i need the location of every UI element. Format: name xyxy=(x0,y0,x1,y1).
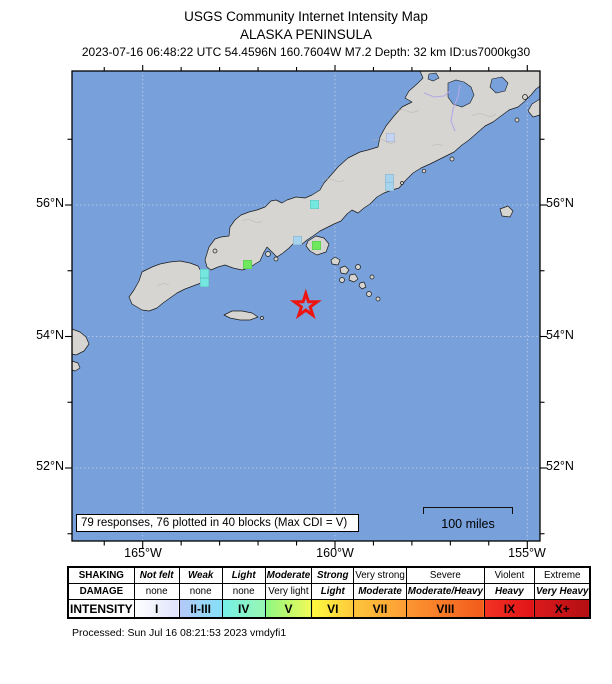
cdi-block xyxy=(292,235,302,245)
legend-intensity-cell-1: II-III xyxy=(178,599,223,619)
lat-label-56n-left: 56°N xyxy=(36,196,64,210)
legend-shaking-cell-5: Very strong xyxy=(353,566,407,584)
cdi-block xyxy=(309,199,319,209)
cdi-block xyxy=(385,132,395,142)
scale-bar-label: 100 miles xyxy=(441,517,495,531)
legend-intensity-cell-5: VII xyxy=(353,599,407,619)
terrain-texture xyxy=(156,109,497,287)
legend-intensity-cell-7: IX xyxy=(483,599,535,619)
legend-damage-cell-3: Very light xyxy=(264,583,313,600)
legend-damage-cell-7: Heavy xyxy=(483,583,535,600)
legend-damage-cell-4: Light xyxy=(311,583,355,600)
landmass-group xyxy=(71,70,541,372)
lat-label-52n-left: 52°N xyxy=(36,459,64,473)
legend-intensity-cell-3: V xyxy=(264,599,313,619)
map-frame xyxy=(71,70,541,542)
legend-intensity-cell-4: VI xyxy=(311,599,355,619)
legend-intensity-cell-2: IV xyxy=(221,599,266,619)
lat-label-54n-right: 54°N xyxy=(546,327,574,342)
processed-timestamp: Processed: Sun Jul 16 08:21:53 2023 vmdy… xyxy=(72,627,287,639)
legend-damage-cell-2: none xyxy=(221,583,266,600)
lon-label-155w: 155°W xyxy=(508,546,546,560)
axis-ticks xyxy=(65,65,547,549)
legend-damage-cell-1: none xyxy=(178,583,223,600)
lon-label-165w: 165°W xyxy=(124,546,162,560)
responses-status-box: 79 responses, 76 plotted in 40 blocks (M… xyxy=(76,514,359,532)
intensity-legend-table: SHAKING Not felt Weak Light Moderate Strong V… xyxy=(67,566,592,619)
legend-damage-cell-6: Moderate/Heavy xyxy=(405,583,485,600)
legend-shaking-cell-4: Strong xyxy=(311,566,355,584)
legend-row-label-intensity: INTENSITY xyxy=(67,599,135,619)
legend-row-intensity: INTENSITY I II-III IV V VI VII VIII IX X+ xyxy=(67,599,591,619)
lon-label-160w: 160°W xyxy=(316,546,354,560)
cdi-block xyxy=(384,173,394,183)
region-title: ALASKA PENINSULA xyxy=(239,27,373,42)
legend-row-damage: DAMAGE none none none Very light Light Modera… xyxy=(67,583,591,600)
legend-shaking-cell-0: Not felt xyxy=(133,566,180,584)
page-title: USGS Community Internet Intensity Map xyxy=(184,9,428,24)
cdi-block xyxy=(311,240,321,250)
cdi-block xyxy=(242,259,252,269)
legend-row-label-damage: DAMAGE xyxy=(67,583,135,600)
map-svg xyxy=(65,65,547,549)
legend-intensity-cell-6: VIII xyxy=(405,599,485,619)
left-edge-island-a xyxy=(71,328,90,356)
legend-damage-cell-8: Very Heavy xyxy=(533,583,591,600)
legend-damage-cell-5: Moderate xyxy=(353,583,407,600)
legend-damage-cell-0: none xyxy=(133,583,180,600)
legend-shaking-cell-3: Moderate xyxy=(264,566,313,584)
legend-intensity-cell-0: I xyxy=(133,599,180,619)
alaska-peninsula-land xyxy=(204,70,541,271)
epicenter-star-icon xyxy=(289,288,322,320)
scale-bar xyxy=(423,507,513,514)
legend-shaking-cell-1: Weak xyxy=(178,566,223,584)
lakes xyxy=(427,72,509,108)
cdi-block xyxy=(199,268,209,278)
legend-intensity-cell-8: X+ xyxy=(533,599,591,619)
legend-shaking-cell-6: Severe xyxy=(405,566,485,584)
cdi-block xyxy=(384,181,394,191)
event-info-line: 2023-07-16 06:48:22 UTC 54.4596N 160.760… xyxy=(81,45,531,59)
sanak-islands xyxy=(223,310,259,321)
intensity-map-canvas: 79 responses, 76 plotted in 40 blocks (M… xyxy=(65,65,547,549)
lat-label-52n-right: 52°N xyxy=(546,459,574,473)
legend-row-shaking: SHAKING Not felt Weak Light Moderate Strong V… xyxy=(67,566,591,584)
unimak-island xyxy=(128,260,204,312)
lat-label-56n-right: 56°N xyxy=(546,196,574,210)
semidi-island xyxy=(499,205,514,218)
legend-shaking-cell-7: Violent xyxy=(483,566,535,584)
legend-shaking-cell-8: Extreme xyxy=(533,566,591,584)
cdi-block xyxy=(199,277,209,287)
legend-row-label-shaking: SHAKING xyxy=(67,566,135,584)
rivers xyxy=(423,84,461,132)
legend-shaking-cell-2: Light xyxy=(221,566,266,584)
lat-label-54n-left: 54°N xyxy=(36,327,64,342)
